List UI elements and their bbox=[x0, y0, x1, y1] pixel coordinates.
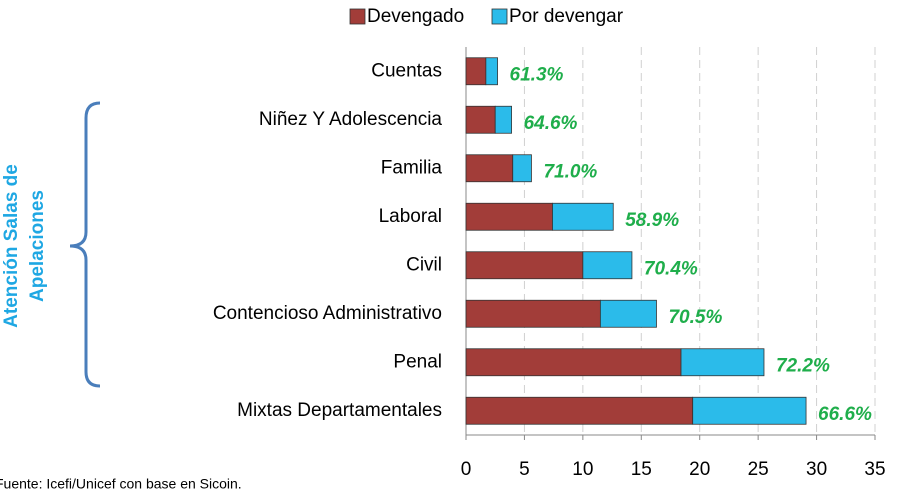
percent-label: 66.6% bbox=[818, 404, 872, 425]
category-label: Penal bbox=[393, 351, 442, 372]
source-note: Fuente: Icefi/Unicef con base en Sicoin. bbox=[0, 476, 242, 492]
percent-label: 71.0% bbox=[543, 161, 597, 182]
legend-swatch bbox=[349, 8, 366, 25]
category-label: Laboral bbox=[379, 206, 442, 227]
category-label: Mixtas Departamentales bbox=[237, 400, 442, 421]
legend-label: Por devengar bbox=[509, 6, 624, 27]
x-tick-label: 20 bbox=[689, 459, 710, 480]
bar-segment bbox=[465, 154, 514, 183]
bar-segment bbox=[465, 299, 601, 328]
x-tick-label: 25 bbox=[748, 459, 769, 480]
percent-label: 61.3% bbox=[510, 64, 564, 85]
group-label: Apelaciones bbox=[27, 190, 48, 302]
percent-label: 64.6% bbox=[524, 113, 578, 134]
bar-segment bbox=[465, 202, 553, 231]
bar-segment bbox=[680, 348, 765, 377]
bar-segment bbox=[465, 396, 694, 425]
x-tick-label: 35 bbox=[864, 459, 885, 480]
legend-swatch bbox=[491, 8, 508, 25]
x-tick-label: 5 bbox=[519, 459, 530, 480]
percent-label: 58.9% bbox=[625, 210, 679, 231]
bar-segment bbox=[485, 57, 498, 86]
bar-segment bbox=[512, 154, 532, 183]
legend-label: Devengado bbox=[367, 6, 464, 27]
group-bracket bbox=[69, 101, 101, 388]
bar-segment bbox=[692, 396, 807, 425]
category-label: Cuentas bbox=[371, 60, 442, 81]
bar-segment bbox=[465, 251, 584, 280]
x-tick-label: 10 bbox=[572, 459, 593, 480]
category-label: Contencioso Administrativo bbox=[213, 303, 442, 324]
category-label: Niñez Y Adolescencia bbox=[259, 109, 443, 130]
category-label: Civil bbox=[406, 254, 442, 275]
percent-label: 70.5% bbox=[668, 307, 722, 328]
bar-segment bbox=[465, 57, 487, 86]
percent-label: 72.2% bbox=[776, 355, 830, 376]
bar-segment bbox=[465, 348, 682, 377]
percent-label: 70.4% bbox=[644, 258, 698, 279]
x-tick-label: 15 bbox=[631, 459, 652, 480]
group-label: Atención Salas de bbox=[1, 164, 22, 328]
bar-segment bbox=[465, 105, 496, 134]
x-tick-label: 30 bbox=[806, 459, 827, 480]
bar-segment bbox=[599, 299, 657, 328]
category-label: Familia bbox=[381, 157, 443, 178]
bar-segment bbox=[582, 251, 633, 280]
bar-segment bbox=[552, 202, 614, 231]
x-tick-label: 0 bbox=[461, 459, 472, 480]
bar-segment bbox=[494, 105, 512, 134]
